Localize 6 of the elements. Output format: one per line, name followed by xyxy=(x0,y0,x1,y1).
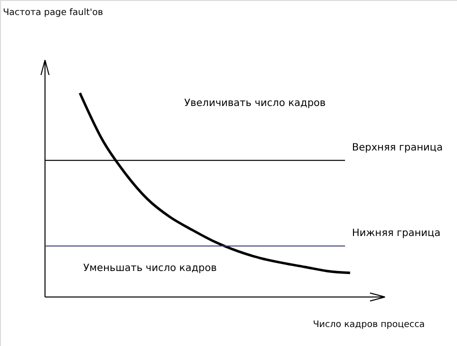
x-axis-title: Число кадров процесса xyxy=(313,320,425,330)
text: Частота page fault'ов xyxy=(3,8,104,18)
ref-line-label: Верхняя граница xyxy=(352,142,443,154)
ref-line-label: Нижняя граница xyxy=(352,228,440,239)
annotation: Уменьшать число кадров xyxy=(83,263,217,274)
annotation: Увеличивать число кадров xyxy=(184,98,326,109)
